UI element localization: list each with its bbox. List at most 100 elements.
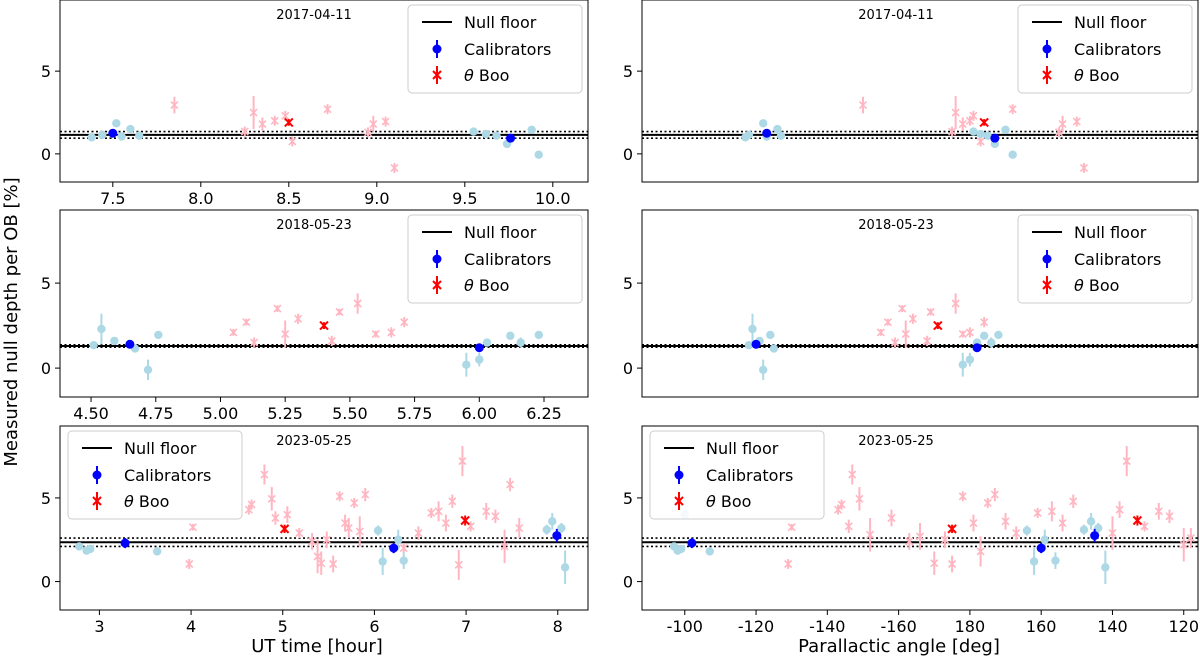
calibrator-point	[744, 340, 754, 350]
target-point-stroke-b	[1108, 528, 1117, 538]
legend-target-swatch-stroke-b	[432, 280, 442, 290]
legend: Null floor Calibrators θ Boo	[407, 4, 583, 94]
target-point-stroke-b	[848, 470, 857, 479]
target-point	[323, 105, 332, 114]
target-point-stroke-b	[1058, 518, 1067, 528]
target-point-stroke-b	[866, 530, 875, 539]
target-point-stroke-b	[185, 559, 194, 569]
target-point-stroke-b	[1012, 528, 1021, 538]
panels: 0 5 7.5 8.0 8.5 9.0 9.5 10.0 2017-04-11 Null floo…	[41, 0, 1199, 636]
legend-calibrators-swatch	[432, 44, 442, 54]
legend-null-floor-label: Null floor	[706, 439, 779, 458]
target-point-stroke-b	[1058, 120, 1067, 129]
target-point	[322, 535, 331, 544]
target-point-stroke-b	[976, 137, 985, 146]
calibrator-point	[979, 331, 989, 340]
target-point-stroke-b	[381, 117, 390, 126]
target-point-stroke-b	[242, 318, 251, 327]
target-point	[951, 108, 960, 117]
target-point-stroke-b	[1072, 117, 1081, 126]
target-point-stroke-b	[317, 559, 326, 568]
calibrator-mean-point	[474, 343, 484, 353]
target-point-stroke-b	[1033, 508, 1042, 518]
legend-target-symbol: θ	[124, 492, 134, 511]
target-point	[787, 523, 796, 532]
target-point-stroke-b	[273, 304, 282, 313]
target-point	[940, 535, 950, 544]
legend: Null floor Calibrators θ Boo	[407, 214, 583, 304]
target-point	[915, 532, 925, 541]
plot-frame	[59, 0, 589, 183]
x-tick-label: 6.25	[526, 404, 562, 423]
target-point	[958, 330, 967, 339]
target-point	[1154, 507, 1163, 516]
legend-frame	[407, 214, 583, 304]
target-mean-point	[1132, 515, 1143, 526]
target-mean-point-stroke-b	[933, 320, 943, 331]
x-tick-label: 5.75	[397, 404, 433, 423]
x-tick-label: 180	[955, 617, 986, 636]
target-point-stroke-b	[441, 518, 450, 528]
target-mean-point-stroke-b	[979, 117, 989, 128]
target-point	[908, 314, 917, 323]
target-point-stroke-b	[990, 490, 999, 499]
target-point-stroke-b	[951, 108, 960, 117]
target-point	[260, 470, 269, 479]
legend: Null floor Calibrators θ Boo	[1017, 214, 1193, 304]
panel-date: 2017-04-11	[858, 8, 934, 23]
target-point-stroke-b	[1186, 534, 1195, 543]
target-point-stroke-b	[341, 518, 350, 528]
target-point-stroke-b	[270, 116, 279, 125]
target-point	[1179, 540, 1188, 549]
legend-frame	[67, 430, 243, 520]
target-point-stroke-b	[948, 559, 957, 569]
panel-date: 2017-04-11	[276, 8, 352, 23]
target-point-stroke-b	[1122, 457, 1131, 466]
target-mean-point-stroke-b	[284, 117, 294, 128]
target-mean-point	[284, 117, 294, 128]
x-tick-label: 3	[94, 617, 104, 636]
target-point-stroke-b	[458, 457, 467, 466]
y-tick-label: 0	[623, 145, 633, 164]
legend-target-label: θ Boo	[464, 276, 509, 295]
target-point	[242, 318, 251, 327]
target-point	[250, 338, 259, 347]
target-point	[1072, 117, 1081, 126]
legend-frame	[1017, 214, 1193, 304]
target-point	[1140, 522, 1149, 531]
calibrator-point	[1040, 535, 1049, 544]
target-point	[784, 559, 793, 569]
x-tick-label: 9.0	[364, 189, 389, 208]
calibrator-point	[516, 338, 525, 347]
target-point	[1058, 120, 1067, 129]
calibrator-mean-point	[120, 538, 130, 548]
target-point	[1008, 105, 1017, 114]
calibrator-point	[748, 324, 757, 334]
legend-target-swatch	[432, 70, 442, 80]
calibrator-point	[97, 324, 106, 334]
target-point	[1033, 508, 1042, 518]
calibrator-point	[527, 125, 536, 135]
target-point-stroke-b	[400, 318, 409, 327]
x-tick-label: -160	[880, 617, 916, 636]
target-point	[361, 490, 370, 499]
target-point-stroke-b	[858, 100, 868, 110]
legend-null-floor-label: Null floor	[124, 439, 197, 458]
target-point	[381, 117, 390, 126]
y-tick-label: 5	[41, 62, 51, 81]
target-point	[482, 507, 491, 516]
legend-target-label: θ Boo	[464, 66, 509, 85]
x-axis-label-right: Parallactic angle [deg]	[798, 636, 1000, 657]
target-point	[273, 304, 282, 313]
target-point	[363, 128, 373, 137]
calibrator-point	[1079, 525, 1089, 534]
legend-calibrators-label: Calibrators	[1074, 40, 1161, 59]
calibrator-point	[560, 563, 570, 572]
target-point	[434, 507, 443, 516]
target-point	[930, 559, 939, 568]
target-point	[1054, 128, 1064, 137]
plot-content	[60, 95, 588, 173]
x-tick-label: 4	[186, 617, 196, 636]
calibrator-point	[506, 331, 515, 340]
